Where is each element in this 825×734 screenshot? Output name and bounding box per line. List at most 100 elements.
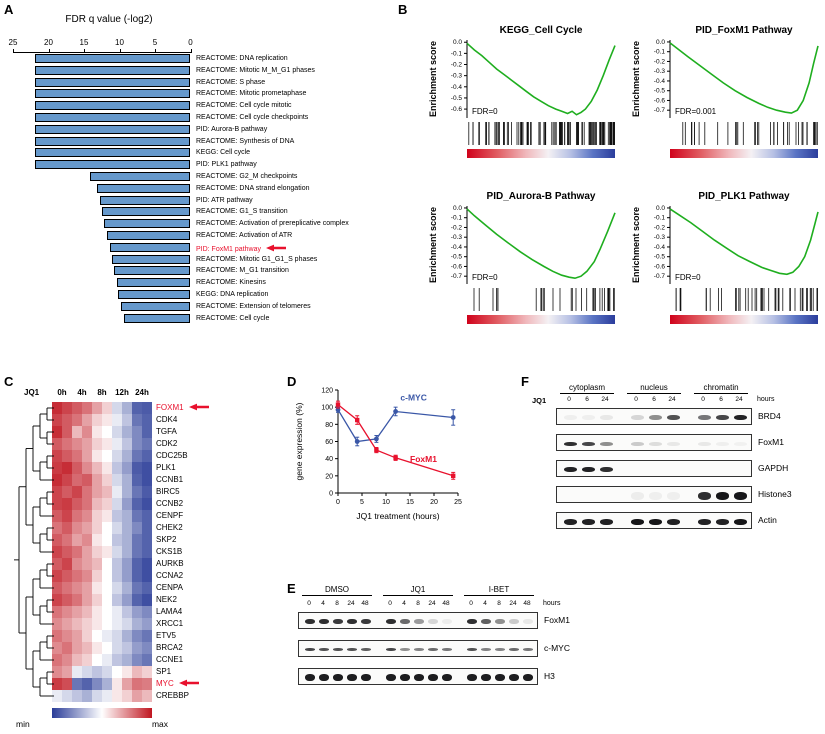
heatmap-cell bbox=[92, 666, 102, 678]
red-arrow-icon bbox=[265, 244, 286, 252]
axis-tick-label: 5 bbox=[152, 38, 158, 47]
protein-band bbox=[563, 441, 577, 446]
gsea-ytick-label: -0.1 bbox=[451, 215, 463, 222]
gene-label: BIRC5 bbox=[156, 487, 180, 496]
heatmap-cell bbox=[62, 438, 72, 450]
protein-band bbox=[400, 648, 410, 651]
gsea-ytick-label: -0.4 bbox=[654, 244, 666, 251]
lane-time-label: 4 bbox=[483, 600, 487, 607]
protein-band bbox=[333, 648, 343, 651]
heatmap-cell bbox=[142, 426, 152, 438]
heatmap-cell bbox=[132, 558, 142, 570]
gsea-rank-gradient bbox=[670, 315, 818, 324]
heatmap-cell bbox=[132, 534, 142, 546]
pathway-label: REACTOME: Mitotic G1_G1_S phases bbox=[196, 255, 318, 263]
heatmap-cell bbox=[52, 498, 62, 510]
protein-band bbox=[361, 619, 371, 624]
heatmap-cell bbox=[142, 474, 152, 486]
heatmap-row bbox=[52, 486, 152, 498]
heatmap-cell bbox=[72, 522, 82, 534]
pathway-row: REACTOME: Synthesis of DNA bbox=[13, 136, 393, 148]
heatmap-cell bbox=[72, 450, 82, 462]
heatmap-row bbox=[52, 678, 152, 690]
gsea-hit-barcode bbox=[468, 122, 615, 145]
protein-band bbox=[428, 674, 438, 681]
heatmap-cell bbox=[52, 690, 62, 702]
heatmap-cell bbox=[82, 642, 92, 654]
heatmap-cell bbox=[112, 606, 122, 618]
pathway-label: REACTOME: Activation of ATR bbox=[196, 231, 293, 239]
pathway-bar bbox=[99, 195, 191, 205]
blot-label: H3 bbox=[544, 671, 555, 681]
heatmap-cell bbox=[142, 690, 152, 702]
fraction-group-label: chromatin bbox=[694, 383, 748, 394]
dendrogram bbox=[14, 407, 54, 697]
protein-band bbox=[481, 619, 491, 624]
pathway-label: PID: PLK1 pathway bbox=[196, 161, 257, 169]
red-arrow-icon bbox=[188, 403, 209, 411]
heatmap-cell bbox=[62, 486, 72, 498]
gsea-ytick-label: -0.4 bbox=[654, 78, 666, 85]
gsea-es-curve bbox=[466, 42, 616, 116]
heatmap-cell bbox=[122, 486, 132, 498]
heatmap-cell bbox=[92, 426, 102, 438]
pathway-bar bbox=[112, 254, 191, 264]
heatmap-cell bbox=[102, 594, 112, 606]
gsea-title: PID_FoxM1 Pathway bbox=[695, 25, 793, 36]
heatmap-cell bbox=[62, 678, 72, 690]
pathway-bar bbox=[102, 207, 191, 217]
blot-strip-BRD4 bbox=[556, 408, 752, 425]
pathway-label: REACTOME: Kinesins bbox=[196, 279, 266, 287]
blot-label: Actin bbox=[758, 515, 777, 525]
axis-tick bbox=[119, 49, 121, 53]
pathway-label: REACTOME: G2_M checkpoints bbox=[196, 172, 298, 180]
pathway-row: REACTOME: Mitotic G1_G1_S phases bbox=[13, 254, 393, 266]
pathway-row: REACTOME: DNA replication bbox=[13, 53, 393, 65]
y-axis-label: gene expression (%) bbox=[294, 402, 304, 480]
axis-tick bbox=[84, 49, 85, 53]
blot-strip-H3 bbox=[298, 668, 538, 685]
heatmap-cell bbox=[92, 522, 102, 534]
gsea-fdr-label: FDR=0 bbox=[472, 273, 498, 282]
heatmap-cell bbox=[102, 606, 112, 618]
blot-label: c-MYC bbox=[544, 643, 570, 653]
lane-time-label: 6 bbox=[719, 396, 723, 403]
heatmap-cell bbox=[122, 594, 132, 606]
heatmap-cell bbox=[92, 474, 102, 486]
y-tick-label: 40 bbox=[325, 456, 333, 463]
heatmap-row bbox=[52, 618, 152, 630]
heatmap-cell bbox=[82, 414, 92, 426]
pathway-row: REACTOME: M_G1 transition bbox=[13, 265, 393, 277]
data-point-c-MYC bbox=[393, 409, 398, 414]
heatmap-row bbox=[52, 498, 152, 510]
panel-f-label: F bbox=[521, 374, 529, 389]
heatmap-cell bbox=[82, 486, 92, 498]
heatmap-cell bbox=[52, 426, 62, 438]
heatmap-cell bbox=[102, 690, 112, 702]
panel-d-label: D bbox=[287, 374, 297, 389]
gsea-ytick-label: -0.5 bbox=[654, 88, 666, 95]
heatmap-cell bbox=[52, 534, 62, 546]
protein-band bbox=[697, 518, 711, 525]
heatmap-cell bbox=[112, 570, 122, 582]
heatmap-cell bbox=[72, 534, 82, 546]
gsea-fdr-label: FDR=0 bbox=[472, 107, 498, 116]
gene-label: SKP2 bbox=[156, 535, 177, 544]
protein-band bbox=[648, 491, 662, 500]
heatmap-cell bbox=[112, 654, 122, 666]
heatmap-cell bbox=[72, 558, 82, 570]
gsea-ylabel: Enrichment score bbox=[631, 41, 641, 117]
lane-time-label: 24 bbox=[428, 600, 436, 607]
heatmap-cell bbox=[132, 462, 142, 474]
pathway-label: REACTOME: M_G1 transition bbox=[196, 267, 289, 275]
pathway-label: PID: FoxM1 pathway bbox=[196, 244, 286, 254]
heatmap-cell bbox=[72, 582, 82, 594]
x-axis-label: JQ1 treatment (hours) bbox=[356, 511, 439, 521]
lane-time-label: 8 bbox=[416, 600, 420, 607]
pathway-label: REACTOME: G1_S transition bbox=[196, 208, 288, 216]
protein-band bbox=[733, 415, 747, 420]
treatment-label: JQ1 bbox=[532, 396, 547, 405]
gene-label: FOXM1 bbox=[156, 402, 209, 414]
lane-time-label: 0 bbox=[567, 396, 571, 403]
gsea-title: PID_Aurora-B Pathway bbox=[487, 191, 596, 202]
